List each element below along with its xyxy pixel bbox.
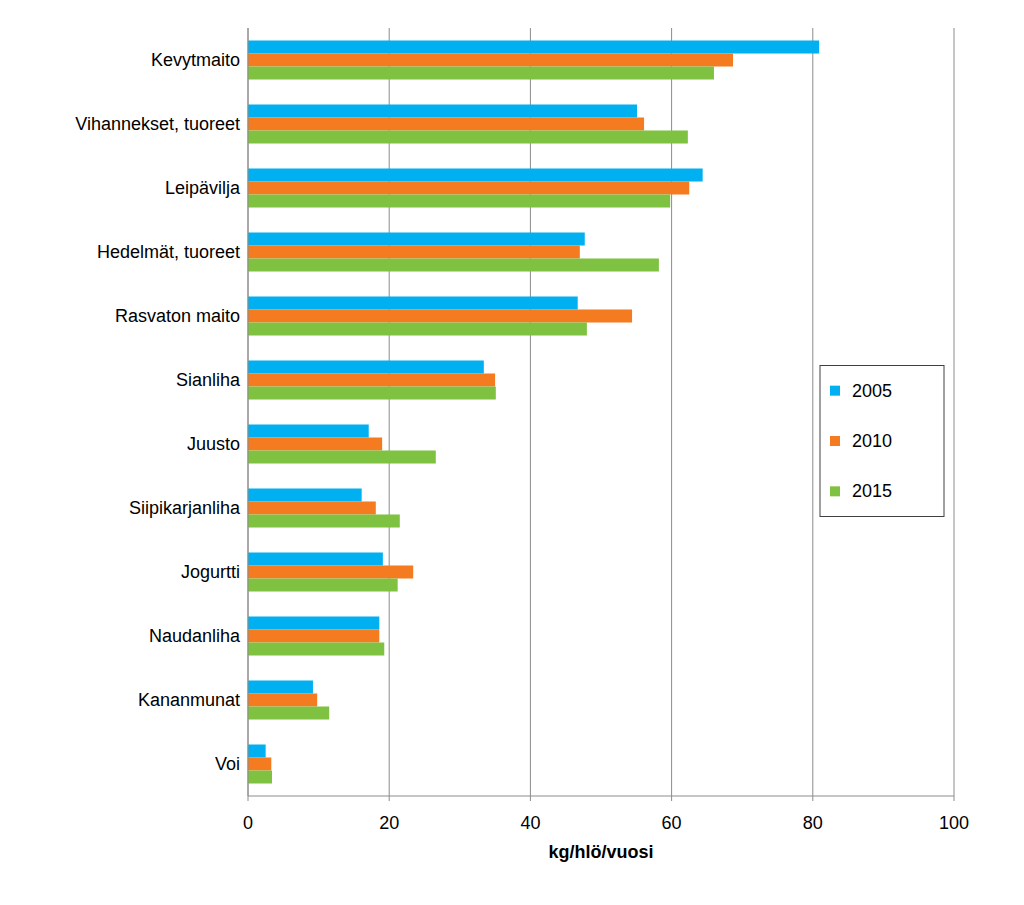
x-tick-label: 80 [803, 813, 823, 833]
category-label: Siipikarjanliha [129, 498, 241, 518]
x-tick [954, 796, 955, 801]
bar [248, 105, 637, 118]
legend-swatch [830, 386, 840, 396]
bar [248, 67, 714, 80]
bar [248, 438, 382, 451]
bar [248, 131, 688, 144]
category-label: Kananmunat [138, 690, 240, 710]
bar [248, 169, 703, 182]
bar [248, 195, 670, 208]
grid-line [812, 28, 813, 796]
bar [248, 643, 384, 656]
bar [248, 579, 398, 592]
bar [248, 489, 362, 502]
bar [248, 182, 689, 195]
x-tick [530, 796, 531, 801]
bar [248, 297, 578, 310]
bar [248, 515, 400, 528]
x-tick [671, 796, 672, 801]
legend-label: 2005 [852, 381, 892, 401]
category-label: Kevytmaito [151, 50, 240, 70]
bar [248, 745, 266, 758]
bar [248, 310, 632, 323]
x-tick [812, 796, 813, 801]
bar [248, 259, 659, 272]
category-label: Juusto [187, 434, 240, 454]
x-axis-title: kg/hlö/vuosi [548, 842, 653, 862]
bar [248, 758, 271, 771]
category-label: Rasvaton maito [115, 306, 240, 326]
y-axis-line [248, 28, 249, 796]
bar [248, 41, 819, 54]
x-axis-line [248, 796, 954, 797]
category-label: Vihannekset, tuoreet [75, 114, 240, 134]
x-tick [389, 796, 390, 801]
bar [248, 553, 383, 566]
x-tick-label: 0 [243, 813, 253, 833]
grid-line [954, 28, 955, 796]
bar [248, 707, 329, 720]
bar [248, 630, 379, 643]
bar [248, 54, 733, 67]
legend-label: 2010 [852, 431, 892, 451]
category-label: Hedelmät, tuoreet [97, 242, 240, 262]
bar [248, 387, 496, 400]
x-tick-label: 20 [379, 813, 399, 833]
category-label: Voi [215, 754, 240, 774]
category-label: Leipävilja [165, 178, 241, 198]
bar [248, 451, 436, 464]
bar [248, 233, 585, 246]
bar [248, 502, 376, 515]
bar [248, 374, 495, 387]
bar [248, 694, 317, 707]
x-tick [248, 796, 249, 801]
category-label: Naudanliha [149, 626, 241, 646]
x-tick-label: 40 [520, 813, 540, 833]
chart-container: 0 20 40 60 80 100 Kevytmaito Vihannekset, tuore… [0, 0, 1024, 905]
x-tick-label: 60 [662, 813, 682, 833]
grid-line [248, 28, 249, 796]
bar [248, 681, 313, 694]
legend-swatch [830, 436, 840, 446]
legend-label: 2015 [852, 481, 892, 501]
bar [248, 566, 413, 579]
bar [248, 617, 379, 630]
category-label: Sianliha [176, 370, 241, 390]
bar [248, 323, 587, 336]
axes: 0 20 40 60 80 100 Kevytmaito Vihannekset, tuore… [75, 28, 969, 833]
category-label: Jogurtti [181, 562, 240, 582]
bar [248, 118, 644, 131]
bar [248, 771, 272, 784]
legend: 2005 2010 2015 [820, 366, 944, 517]
chart-svg: 0 20 40 60 80 100 Kevytmaito Vihannekset, tuore… [0, 0, 1024, 905]
legend-box [820, 366, 944, 517]
legend-swatch [830, 486, 840, 496]
x-tick-label: 100 [939, 813, 969, 833]
bar [248, 361, 484, 374]
bar [248, 425, 369, 438]
bar [248, 246, 580, 259]
bars [248, 41, 819, 784]
grid [248, 28, 954, 796]
